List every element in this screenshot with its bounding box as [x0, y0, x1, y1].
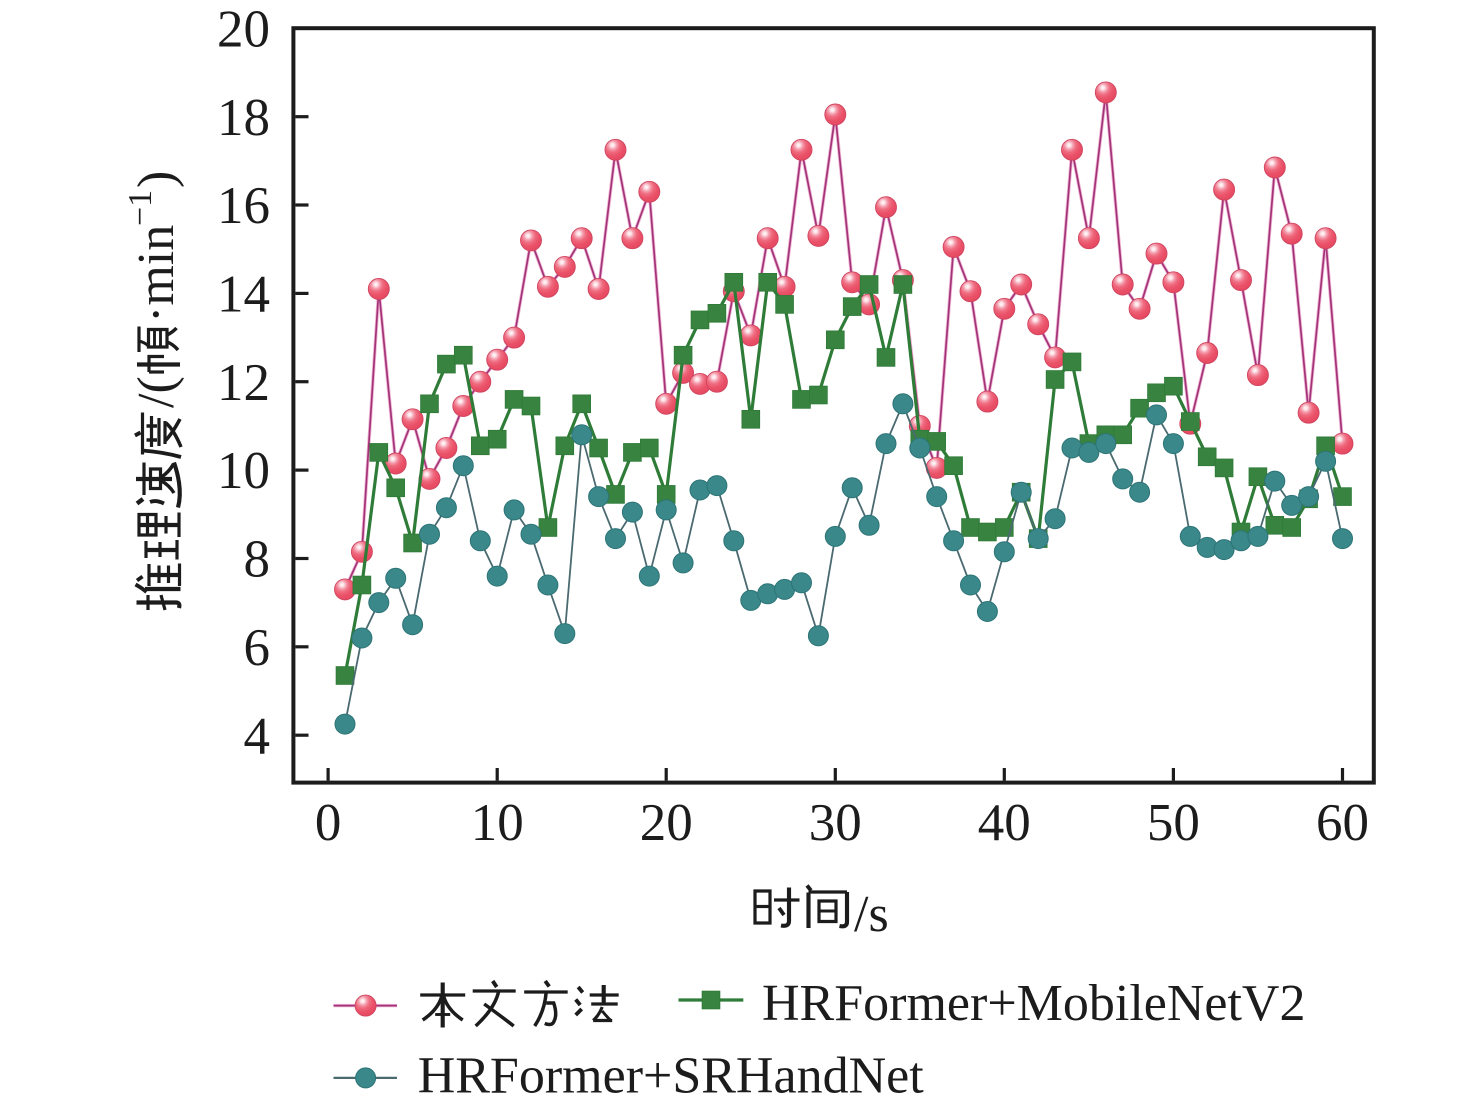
svg-text:30: 30 [809, 794, 862, 852]
svg-text:12: 12 [217, 354, 270, 412]
svg-text:·min: ·min [128, 225, 185, 323]
svg-text:/(: /( [128, 376, 185, 408]
svg-text:HRFormer+SRHandNet: HRFormer+SRHandNet [418, 1047, 925, 1104]
svg-text:−1: −1 [122, 190, 159, 226]
svg-text:6: 6 [244, 619, 271, 677]
svg-text:0: 0 [315, 794, 342, 852]
svg-text:10: 10 [217, 442, 270, 500]
svg-text:4: 4 [244, 707, 271, 765]
svg-text:20: 20 [217, 0, 270, 58]
svg-text:14: 14 [217, 266, 270, 324]
svg-text:18: 18 [217, 89, 270, 147]
svg-text:40: 40 [978, 794, 1031, 852]
svg-text:10: 10 [471, 794, 524, 852]
svg-text:HRFormer+MobileNetV2: HRFormer+MobileNetV2 [762, 975, 1306, 1032]
svg-text:50: 50 [1147, 794, 1200, 852]
svg-text:20: 20 [640, 794, 693, 852]
svg-text:8: 8 [244, 531, 271, 589]
svg-text:16: 16 [217, 177, 270, 235]
svg-text:): ) [128, 171, 185, 188]
svg-text:60: 60 [1316, 794, 1369, 852]
svg-text:/s: /s [854, 886, 889, 943]
